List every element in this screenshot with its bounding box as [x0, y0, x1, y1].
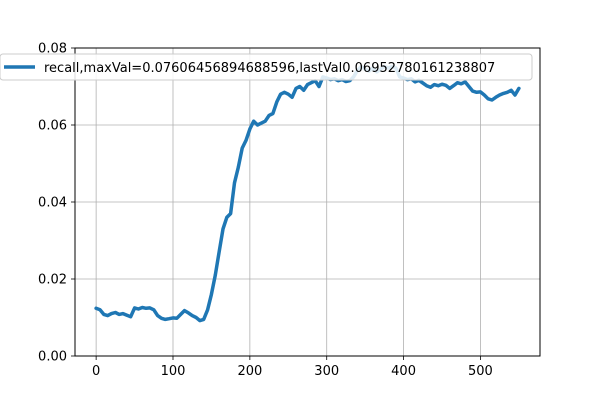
legend-box: [0, 53, 533, 81]
y-tick-label: 0.06: [38, 119, 67, 134]
x-tick-label: 200: [237, 364, 262, 379]
y-tick-label: 0.00: [38, 350, 67, 365]
x-tick-label: 300: [314, 364, 339, 379]
series-layer: [94, 64, 521, 323]
x-tick-label: 500: [468, 364, 493, 379]
x-tick-label: 0: [92, 364, 100, 379]
legend-label: recall,maxVal=0.07606456894688596,lastVa…: [44, 61, 495, 76]
y-tick-label: 0.02: [38, 273, 67, 288]
y-tick-label: 0.04: [38, 196, 67, 211]
y-tick-label: 0.08: [38, 42, 67, 57]
x-tick-label: 100: [161, 364, 186, 379]
x-tick-label: 400: [391, 364, 416, 379]
axes: 0 100 200 300 400 500 0.00 0.02 0.04 0.06 0.08: [38, 42, 493, 380]
series-line-recall: [94, 64, 521, 323]
legend: recall,maxVal=0.07606456894688596,lastVa…: [0, 53, 533, 81]
